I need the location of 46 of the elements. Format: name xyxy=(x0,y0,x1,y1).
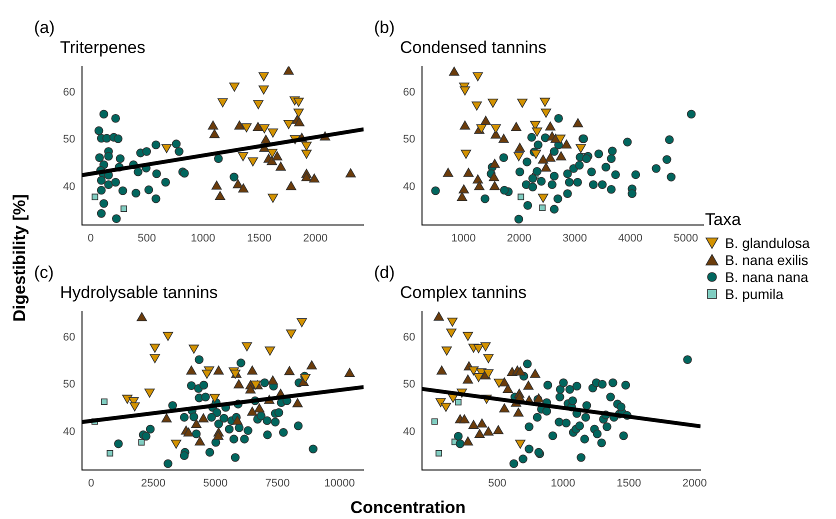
x-tick-label: 10000 xyxy=(324,477,355,490)
x-tick-label: 1500 xyxy=(616,477,642,490)
y-tick-label: 50 xyxy=(62,378,76,391)
y-tick-label: 60 xyxy=(402,86,416,98)
chart-title: Hydrolysable tannins xyxy=(60,282,218,302)
y-tick-label: 50 xyxy=(402,134,416,146)
legend-label: B. pumila xyxy=(725,286,784,302)
text: (c) xyxy=(34,263,54,282)
x-tick-label: 1000 xyxy=(451,232,476,244)
legend-label: B. nana nana xyxy=(725,268,808,284)
x-tick-label: 3000 xyxy=(562,232,587,244)
y-tick-label: 40 xyxy=(62,181,76,194)
text: (b) xyxy=(374,18,395,38)
x-tick-label: 1500 xyxy=(246,232,272,244)
x-tick-label: 500 xyxy=(138,232,156,244)
legend-label: B. glandulosa xyxy=(725,234,810,250)
x-tick-label: 500 xyxy=(488,477,506,490)
x-axis-title: Concentration xyxy=(349,498,467,518)
text: (a) xyxy=(34,18,55,38)
y-tick-label: 40 xyxy=(402,426,416,438)
x-tick-label: 0 xyxy=(88,232,94,244)
y-tick-label: 60 xyxy=(62,331,76,344)
x-tick-label: 5000 xyxy=(674,232,698,244)
text: (d) xyxy=(374,263,395,282)
y-tick-label: 60 xyxy=(402,331,416,344)
x-tick-label: 1000 xyxy=(550,477,576,490)
chart-title: Triterpenes xyxy=(60,38,146,57)
y-tick-label: 40 xyxy=(402,181,416,194)
legend-label: B. nana exilis xyxy=(725,252,808,268)
y-tick-label: 50 xyxy=(62,134,76,146)
x-tick-label: 2500 xyxy=(141,477,166,490)
chart-title: Condensed tannins xyxy=(400,38,547,57)
x-tick-label: 2000 xyxy=(506,232,532,244)
x-tick-label: 7500 xyxy=(265,477,290,490)
x-tick-label: 2000 xyxy=(303,232,328,244)
x-tick-label: 4000 xyxy=(618,232,643,244)
x-tick-label: 1000 xyxy=(190,232,216,244)
x-tick-label: 5000 xyxy=(203,477,228,490)
y-tick-label: 40 xyxy=(62,426,76,438)
chart-title: Complex tannins xyxy=(400,282,527,302)
y-tick-label: 60 xyxy=(62,86,76,98)
y-axis-title: Digestibility [%] xyxy=(10,193,30,324)
x-tick-label: 0 xyxy=(88,477,94,490)
legend-title: Taxa xyxy=(705,210,742,230)
x-tick-label: 2000 xyxy=(682,477,707,490)
y-tick-label: 50 xyxy=(402,378,416,391)
